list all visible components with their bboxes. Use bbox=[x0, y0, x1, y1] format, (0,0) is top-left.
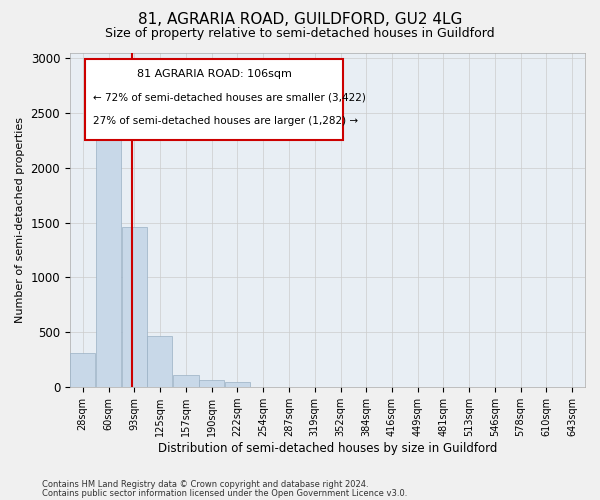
Text: Size of property relative to semi-detached houses in Guildford: Size of property relative to semi-detach… bbox=[105, 28, 495, 40]
Text: Contains public sector information licensed under the Open Government Licence v3: Contains public sector information licen… bbox=[42, 488, 407, 498]
Bar bbox=[95, 128, 121, 387]
Text: 81 AGRARIA ROAD: 106sqm: 81 AGRARIA ROAD: 106sqm bbox=[137, 69, 292, 79]
X-axis label: Distribution of semi-detached houses by size in Guildford: Distribution of semi-detached houses by … bbox=[158, 442, 497, 455]
Bar bbox=[70, 353, 95, 387]
Bar bbox=[148, 336, 172, 387]
Text: ← 72% of semi-detached houses are smaller (3,422): ← 72% of semi-detached houses are smalle… bbox=[93, 92, 366, 102]
Text: Contains HM Land Registry data © Crown copyright and database right 2024.: Contains HM Land Registry data © Crown c… bbox=[42, 480, 368, 489]
Bar bbox=[199, 380, 224, 387]
Text: 81, AGRARIA ROAD, GUILDFORD, GU2 4LG: 81, AGRARIA ROAD, GUILDFORD, GU2 4LG bbox=[138, 12, 462, 28]
Bar bbox=[224, 382, 250, 387]
Bar bbox=[173, 374, 199, 387]
Y-axis label: Number of semi-detached properties: Number of semi-detached properties bbox=[15, 117, 25, 323]
FancyBboxPatch shape bbox=[85, 59, 343, 140]
Bar bbox=[122, 227, 147, 387]
Text: 27% of semi-detached houses are larger (1,282) →: 27% of semi-detached houses are larger (… bbox=[93, 116, 358, 126]
